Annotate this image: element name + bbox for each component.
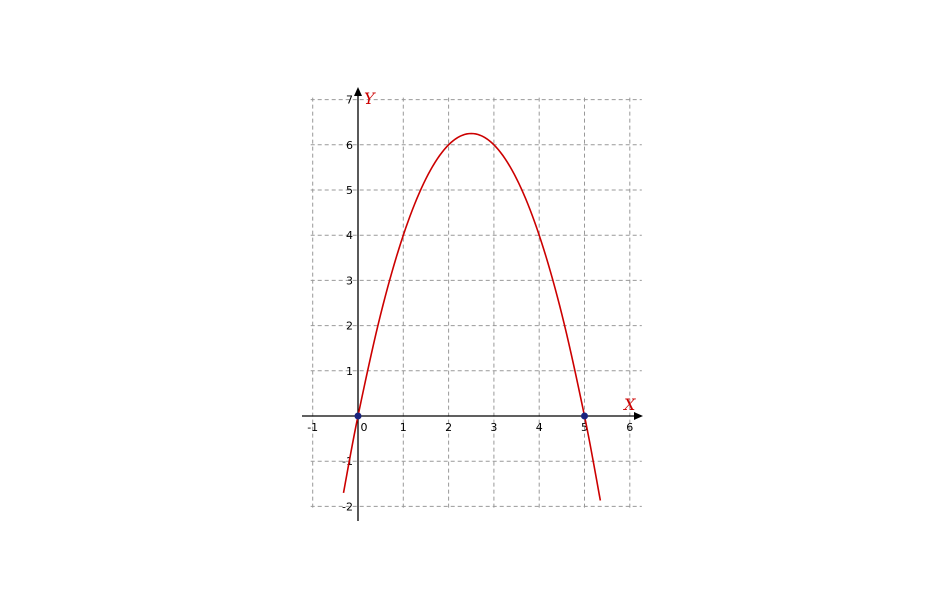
x-tick-label: 1 — [400, 421, 407, 434]
root-point — [581, 412, 588, 420]
x-tick-label: 0 — [361, 421, 368, 434]
y-tick-label: -1 — [342, 455, 353, 468]
x-tick-label: 3 — [490, 421, 497, 434]
parabola-curve — [342, 132, 602, 501]
y-tick-label: 4 — [346, 229, 353, 242]
root-points — [354, 412, 588, 420]
y-tick-labels: -2 -1 1 2 3 4 5 6 7 — [342, 94, 353, 514]
y-tick-label: 3 — [346, 274, 353, 287]
y-axis-label: Y — [364, 89, 376, 108]
y-tick-label: 5 — [346, 184, 353, 197]
grid — [310, 97, 642, 511]
x-tick-label: 4 — [536, 421, 543, 434]
y-tick-label: 2 — [346, 320, 353, 333]
y-tick-label: 6 — [346, 139, 353, 152]
y-tick-label: 7 — [346, 94, 353, 107]
y-axis-arrow — [354, 87, 362, 96]
x-axis-arrow — [634, 412, 643, 420]
x-tick-label: 2 — [445, 421, 452, 434]
x-axis-label: X — [622, 395, 636, 414]
y-tick-label: 1 — [346, 365, 353, 378]
x-tick-labels: -1 0 1 2 3 4 5 6 — [307, 421, 633, 434]
root-point — [354, 412, 362, 420]
y-tick-label: -2 — [342, 500, 353, 513]
x-tick-label: 5 — [581, 421, 588, 434]
x-tick-label: 6 — [626, 421, 633, 434]
x-tick-label: -1 — [307, 421, 318, 434]
